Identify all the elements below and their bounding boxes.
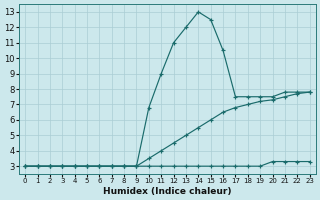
X-axis label: Humidex (Indice chaleur): Humidex (Indice chaleur): [103, 187, 232, 196]
